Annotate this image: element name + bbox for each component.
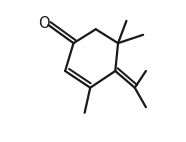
Text: O: O	[38, 16, 49, 31]
